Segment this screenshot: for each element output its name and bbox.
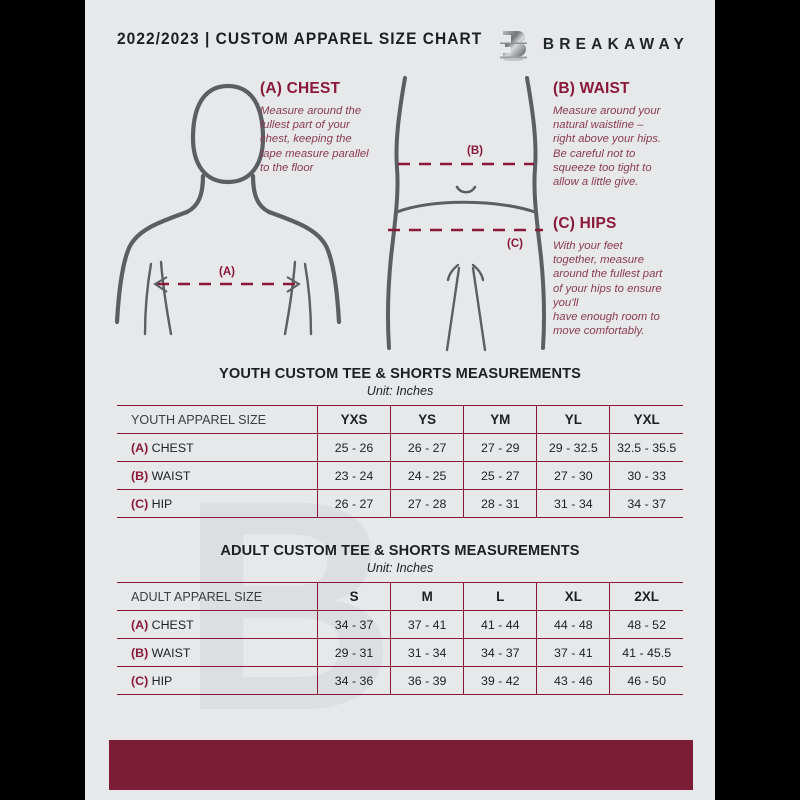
table-header-row: ADULT APPAREL SIZE S M L XL 2XL [117, 582, 683, 611]
table-cell: 48 - 52 [609, 610, 683, 639]
callout-waist-title: (B) WAIST [553, 80, 630, 97]
chest-marker-label: (A) [219, 266, 235, 278]
column-header: YM [463, 405, 537, 434]
table-cell: 26 - 27 [316, 489, 391, 518]
footer-bar [109, 740, 693, 790]
table-cell: 30 - 33 [609, 461, 683, 490]
row-marker: (B) [131, 645, 149, 660]
callout-chest: (A) CHEST Measure around the fullest par… [260, 80, 410, 175]
table-cell: 25 - 26 [316, 433, 391, 462]
table-cell: 39 - 42 [463, 666, 537, 695]
table-cell: 29 - 32.5 [536, 433, 610, 462]
table-header-row: YOUTH APPAREL SIZE YXS YS YM YL YXL [117, 405, 683, 434]
youth-table-unit: Unit: Inches [366, 384, 434, 398]
breakaway-b-logo-icon [499, 31, 527, 61]
table-row: (C) HIP 34 - 36 36 - 39 39 - 42 43 - 46 … [117, 666, 683, 695]
adult-table-title: ADULT CUSTOM TEE & SHORTS MEASUREMENTS [220, 543, 580, 559]
row-marker: (A) [131, 440, 149, 455]
table-cell: 31 - 34 [390, 638, 464, 667]
row-label: (A) CHEST [117, 433, 318, 462]
callout-hips-title: (C) HIPS [553, 215, 617, 232]
table-row: (A) CHEST 34 - 37 37 - 41 41 - 44 44 - 4… [117, 610, 683, 639]
table-row: (A) CHEST 25 - 26 26 - 27 27 - 29 29 - 3… [117, 433, 683, 462]
column-header: M [390, 582, 464, 611]
table-cell: 29 - 31 [316, 638, 391, 667]
row-label: (A) CHEST [117, 610, 318, 639]
table-cell: 34 - 37 [609, 489, 683, 518]
column-header: L [463, 582, 537, 611]
column-header: XL [536, 582, 610, 611]
table-cell: 34 - 37 [316, 610, 391, 639]
row-marker: (C) [131, 496, 149, 511]
table-cell: 32.5 - 35.5 [609, 433, 683, 462]
table-cell: 41 - 44 [463, 610, 537, 639]
column-header: 2XL [609, 582, 683, 611]
row-label: (C) HIP [117, 666, 318, 695]
youth-measurements-block: YOUTH CUSTOM TEE & SHORTS MEASUREMENTS U… [117, 366, 683, 518]
callout-chest-body: Measure around the fullest part of your … [260, 105, 369, 174]
table-cell: 27 - 28 [390, 489, 464, 518]
table-cell: 37 - 41 [536, 638, 610, 667]
column-header: S [316, 582, 391, 611]
table-cell: 31 - 34 [536, 489, 610, 518]
table-cell: 41 - 45.5 [609, 638, 683, 667]
page-header: 2022/2023 | CUSTOM APPAREL SIZE CHART BR… [85, 28, 715, 64]
table-cell: 27 - 30 [536, 461, 610, 490]
row-marker: (B) [131, 468, 149, 483]
callout-waist-body: Measure around your natural waistline – … [553, 105, 662, 189]
youth-size-table: YOUTH APPAREL SIZE YXS YS YM YL YXL (A) … [117, 405, 683, 518]
table-cell: 34 - 37 [463, 638, 537, 667]
table-cell: 27 - 29 [463, 433, 537, 462]
table-cell: 46 - 50 [609, 666, 683, 695]
table-cell: 26 - 27 [390, 433, 464, 462]
table-cell: 34 - 36 [316, 666, 391, 695]
brand-lockup: BREAKAWAY [499, 28, 689, 62]
callout-hips-body: With your feet together, measure around … [553, 240, 663, 338]
adult-size-table: ADULT APPAREL SIZE S M L XL 2XL (A) CHES… [117, 582, 683, 695]
row-label: (C) HIP [117, 489, 318, 518]
hips-marker-label: (C) [507, 238, 523, 250]
callout-chest-title: (A) CHEST [260, 80, 341, 97]
adult-table-unit: Unit: Inches [366, 561, 434, 575]
table-cell: 25 - 27 [463, 461, 537, 490]
table-row: (B) WAIST 23 - 24 24 - 25 25 - 27 27 - 3… [117, 461, 683, 490]
table-cell: 43 - 46 [536, 666, 610, 695]
table-cell: 23 - 24 [316, 461, 391, 490]
row-label: (B) WAIST [117, 461, 318, 490]
row-label-text: HIP [151, 496, 173, 511]
row-label-text: CHEST [151, 617, 194, 632]
page-title: 2022/2023 | CUSTOM APPAREL SIZE CHART [117, 30, 483, 48]
column-header: YL [536, 405, 610, 434]
table-cell: 24 - 25 [390, 461, 464, 490]
adult-measurements-block: ADULT CUSTOM TEE & SHORTS MEASUREMENTS U… [117, 543, 683, 695]
row-marker: (C) [131, 673, 149, 688]
table-row: (B) WAIST 29 - 31 31 - 34 34 - 37 37 - 4… [117, 638, 683, 667]
column-header: YXS [316, 405, 391, 434]
table-cell: 28 - 31 [463, 489, 537, 518]
row-marker: (A) [131, 617, 149, 632]
table-cell: 37 - 41 [390, 610, 464, 639]
row-label-text: HIP [151, 673, 173, 688]
column-header: ADULT APPAREL SIZE [117, 582, 318, 611]
row-label-text: CHEST [151, 440, 194, 455]
chest-measure-line [153, 276, 301, 293]
row-label-text: WAIST [151, 645, 191, 660]
row-label: (B) WAIST [117, 638, 318, 667]
table-cell: 44 - 48 [536, 610, 610, 639]
measurement-illustrations: (A) (B) (C) [85, 72, 715, 362]
row-label-text: WAIST [151, 468, 191, 483]
callout-waist: (B) WAIST Measure around your natural wa… [553, 80, 713, 189]
table-row: (C) HIP 26 - 27 27 - 28 28 - 31 31 - 34 … [117, 489, 683, 518]
size-chart-page: B 2022/2023 | CUSTOM APPAREL SIZE CHART [85, 0, 715, 800]
male-torso-outline-icon: (A) [115, 83, 342, 336]
column-header: YS [390, 405, 464, 434]
column-header: YXL [609, 405, 683, 434]
table-cell: 36 - 39 [390, 666, 464, 695]
column-header: YOUTH APPAREL SIZE [117, 405, 318, 434]
waist-marker-label: (B) [467, 145, 483, 157]
youth-table-title: YOUTH CUSTOM TEE & SHORTS MEASUREMENTS [219, 366, 581, 382]
brand-name: BREAKAWAY [542, 36, 689, 53]
male-hips-outline-icon: (B) (C) [385, 76, 547, 352]
callout-hips: (C) HIPS With your feet together, measur… [553, 215, 713, 338]
